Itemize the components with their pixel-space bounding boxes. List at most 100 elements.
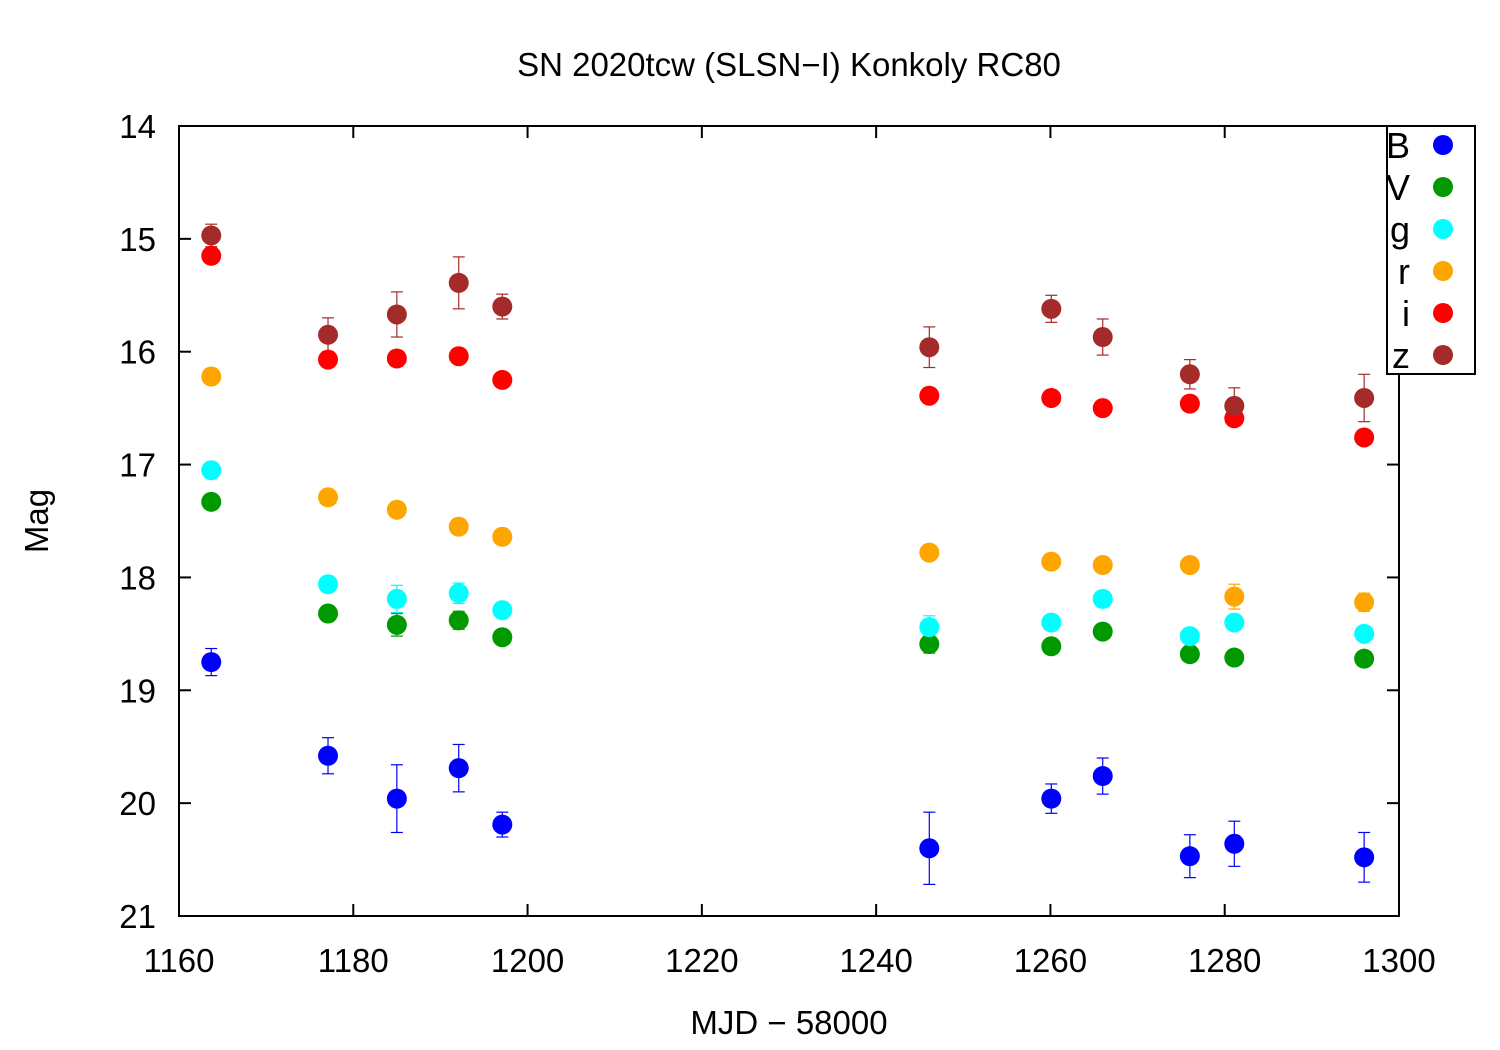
legend-marker-B xyxy=(1433,135,1453,155)
legend-marker-V xyxy=(1433,177,1453,197)
point-i xyxy=(492,369,513,390)
y-axis-label: Mag xyxy=(18,489,55,553)
point-V xyxy=(1092,621,1113,642)
point-g xyxy=(1041,612,1062,633)
point-V xyxy=(492,627,513,648)
x-tick-label: 1300 xyxy=(1362,942,1435,979)
point-i xyxy=(1179,393,1200,414)
point-V xyxy=(448,610,469,631)
chart-title: SN 2020tcw (SLSN−I) Konkoly RC80 xyxy=(517,46,1061,83)
point-r xyxy=(1179,555,1200,576)
legend-label-z: z xyxy=(1392,335,1410,376)
point-z xyxy=(201,225,222,246)
x-tick-label: 1280 xyxy=(1188,942,1261,979)
point-g xyxy=(1354,623,1375,644)
point-z xyxy=(448,272,469,293)
point-g xyxy=(1092,588,1113,609)
legend-box xyxy=(1386,125,1476,375)
point-z xyxy=(1354,387,1375,408)
point-B xyxy=(1041,788,1062,809)
legend-label-i: i xyxy=(1402,293,1410,334)
point-i xyxy=(201,245,222,266)
legend-marker-i xyxy=(1433,303,1453,323)
point-V xyxy=(1354,648,1375,669)
point-V xyxy=(919,634,940,655)
x-axis-ticks: 1160 1180 1200 1220 1240 1260 1280 1300 xyxy=(144,126,1436,979)
y-tick-label: 19 xyxy=(119,672,156,709)
x-tick-label: 1220 xyxy=(665,942,738,979)
point-B xyxy=(1354,847,1375,868)
plot-frame xyxy=(178,125,1400,917)
point-B xyxy=(1224,833,1245,854)
point-r xyxy=(201,366,222,387)
y-axis-ticks: 14 15 16 17 18 19 20 21 xyxy=(119,108,1399,935)
point-g xyxy=(1179,626,1200,647)
x-tick-label: 1180 xyxy=(318,942,389,979)
legend-marker-z xyxy=(1433,345,1453,365)
point-V xyxy=(201,491,222,512)
legend-marker-r xyxy=(1433,261,1453,281)
point-z xyxy=(1041,298,1062,319)
legend-marker-g xyxy=(1433,219,1453,239)
x-tick-label: 1240 xyxy=(839,942,912,979)
point-g xyxy=(318,574,339,595)
point-i xyxy=(919,385,940,406)
point-r xyxy=(318,487,339,508)
legend-label-B: B xyxy=(1386,125,1410,166)
point-V xyxy=(1041,636,1062,657)
point-i xyxy=(386,348,407,369)
point-r xyxy=(1092,555,1113,576)
point-z xyxy=(1092,327,1113,348)
point-g xyxy=(919,617,940,638)
legend-label-r: r xyxy=(1398,251,1410,292)
point-B xyxy=(318,745,339,766)
point-g xyxy=(386,588,407,609)
y-tick-label: 18 xyxy=(119,559,156,596)
y-tick-label: 21 xyxy=(119,898,156,935)
point-z xyxy=(1224,395,1245,416)
y-tick-label: 16 xyxy=(119,334,156,371)
y-tick-label: 14 xyxy=(119,108,156,145)
point-i xyxy=(448,346,469,367)
point-z xyxy=(919,337,940,358)
data-points xyxy=(201,225,1375,868)
legend-label-g: g xyxy=(1390,209,1410,250)
x-axis-label: MJD − 58000 xyxy=(690,1004,887,1041)
point-V xyxy=(386,614,407,635)
point-g xyxy=(1224,612,1245,633)
x-tick-label: 1260 xyxy=(1014,942,1087,979)
point-B xyxy=(492,814,513,835)
point-g xyxy=(492,600,513,621)
x-tick-label: 1200 xyxy=(491,942,564,979)
y-tick-label: 15 xyxy=(119,221,156,258)
point-g xyxy=(201,460,222,481)
point-i xyxy=(318,349,339,370)
point-r xyxy=(1224,586,1245,607)
point-z xyxy=(318,324,339,345)
y-tick-label: 17 xyxy=(119,447,156,484)
point-B xyxy=(919,838,940,859)
point-B xyxy=(201,652,222,673)
point-z xyxy=(386,304,407,325)
legend-label-V: V xyxy=(1386,167,1410,208)
point-r xyxy=(386,499,407,520)
point-i xyxy=(1354,427,1375,448)
point-B xyxy=(1092,766,1113,787)
point-r xyxy=(1041,551,1062,572)
y-tick-label: 20 xyxy=(119,785,156,822)
point-g xyxy=(448,583,469,604)
point-r xyxy=(919,542,940,563)
point-i xyxy=(1041,387,1062,408)
point-z xyxy=(1179,364,1200,385)
point-V xyxy=(318,603,339,624)
point-V xyxy=(1224,647,1245,668)
point-B xyxy=(386,788,407,809)
point-z xyxy=(492,296,513,317)
x-tick-label: 1160 xyxy=(144,942,215,979)
point-r xyxy=(448,516,469,537)
point-r xyxy=(1354,592,1375,613)
point-B xyxy=(448,758,469,779)
point-V xyxy=(1179,644,1200,665)
